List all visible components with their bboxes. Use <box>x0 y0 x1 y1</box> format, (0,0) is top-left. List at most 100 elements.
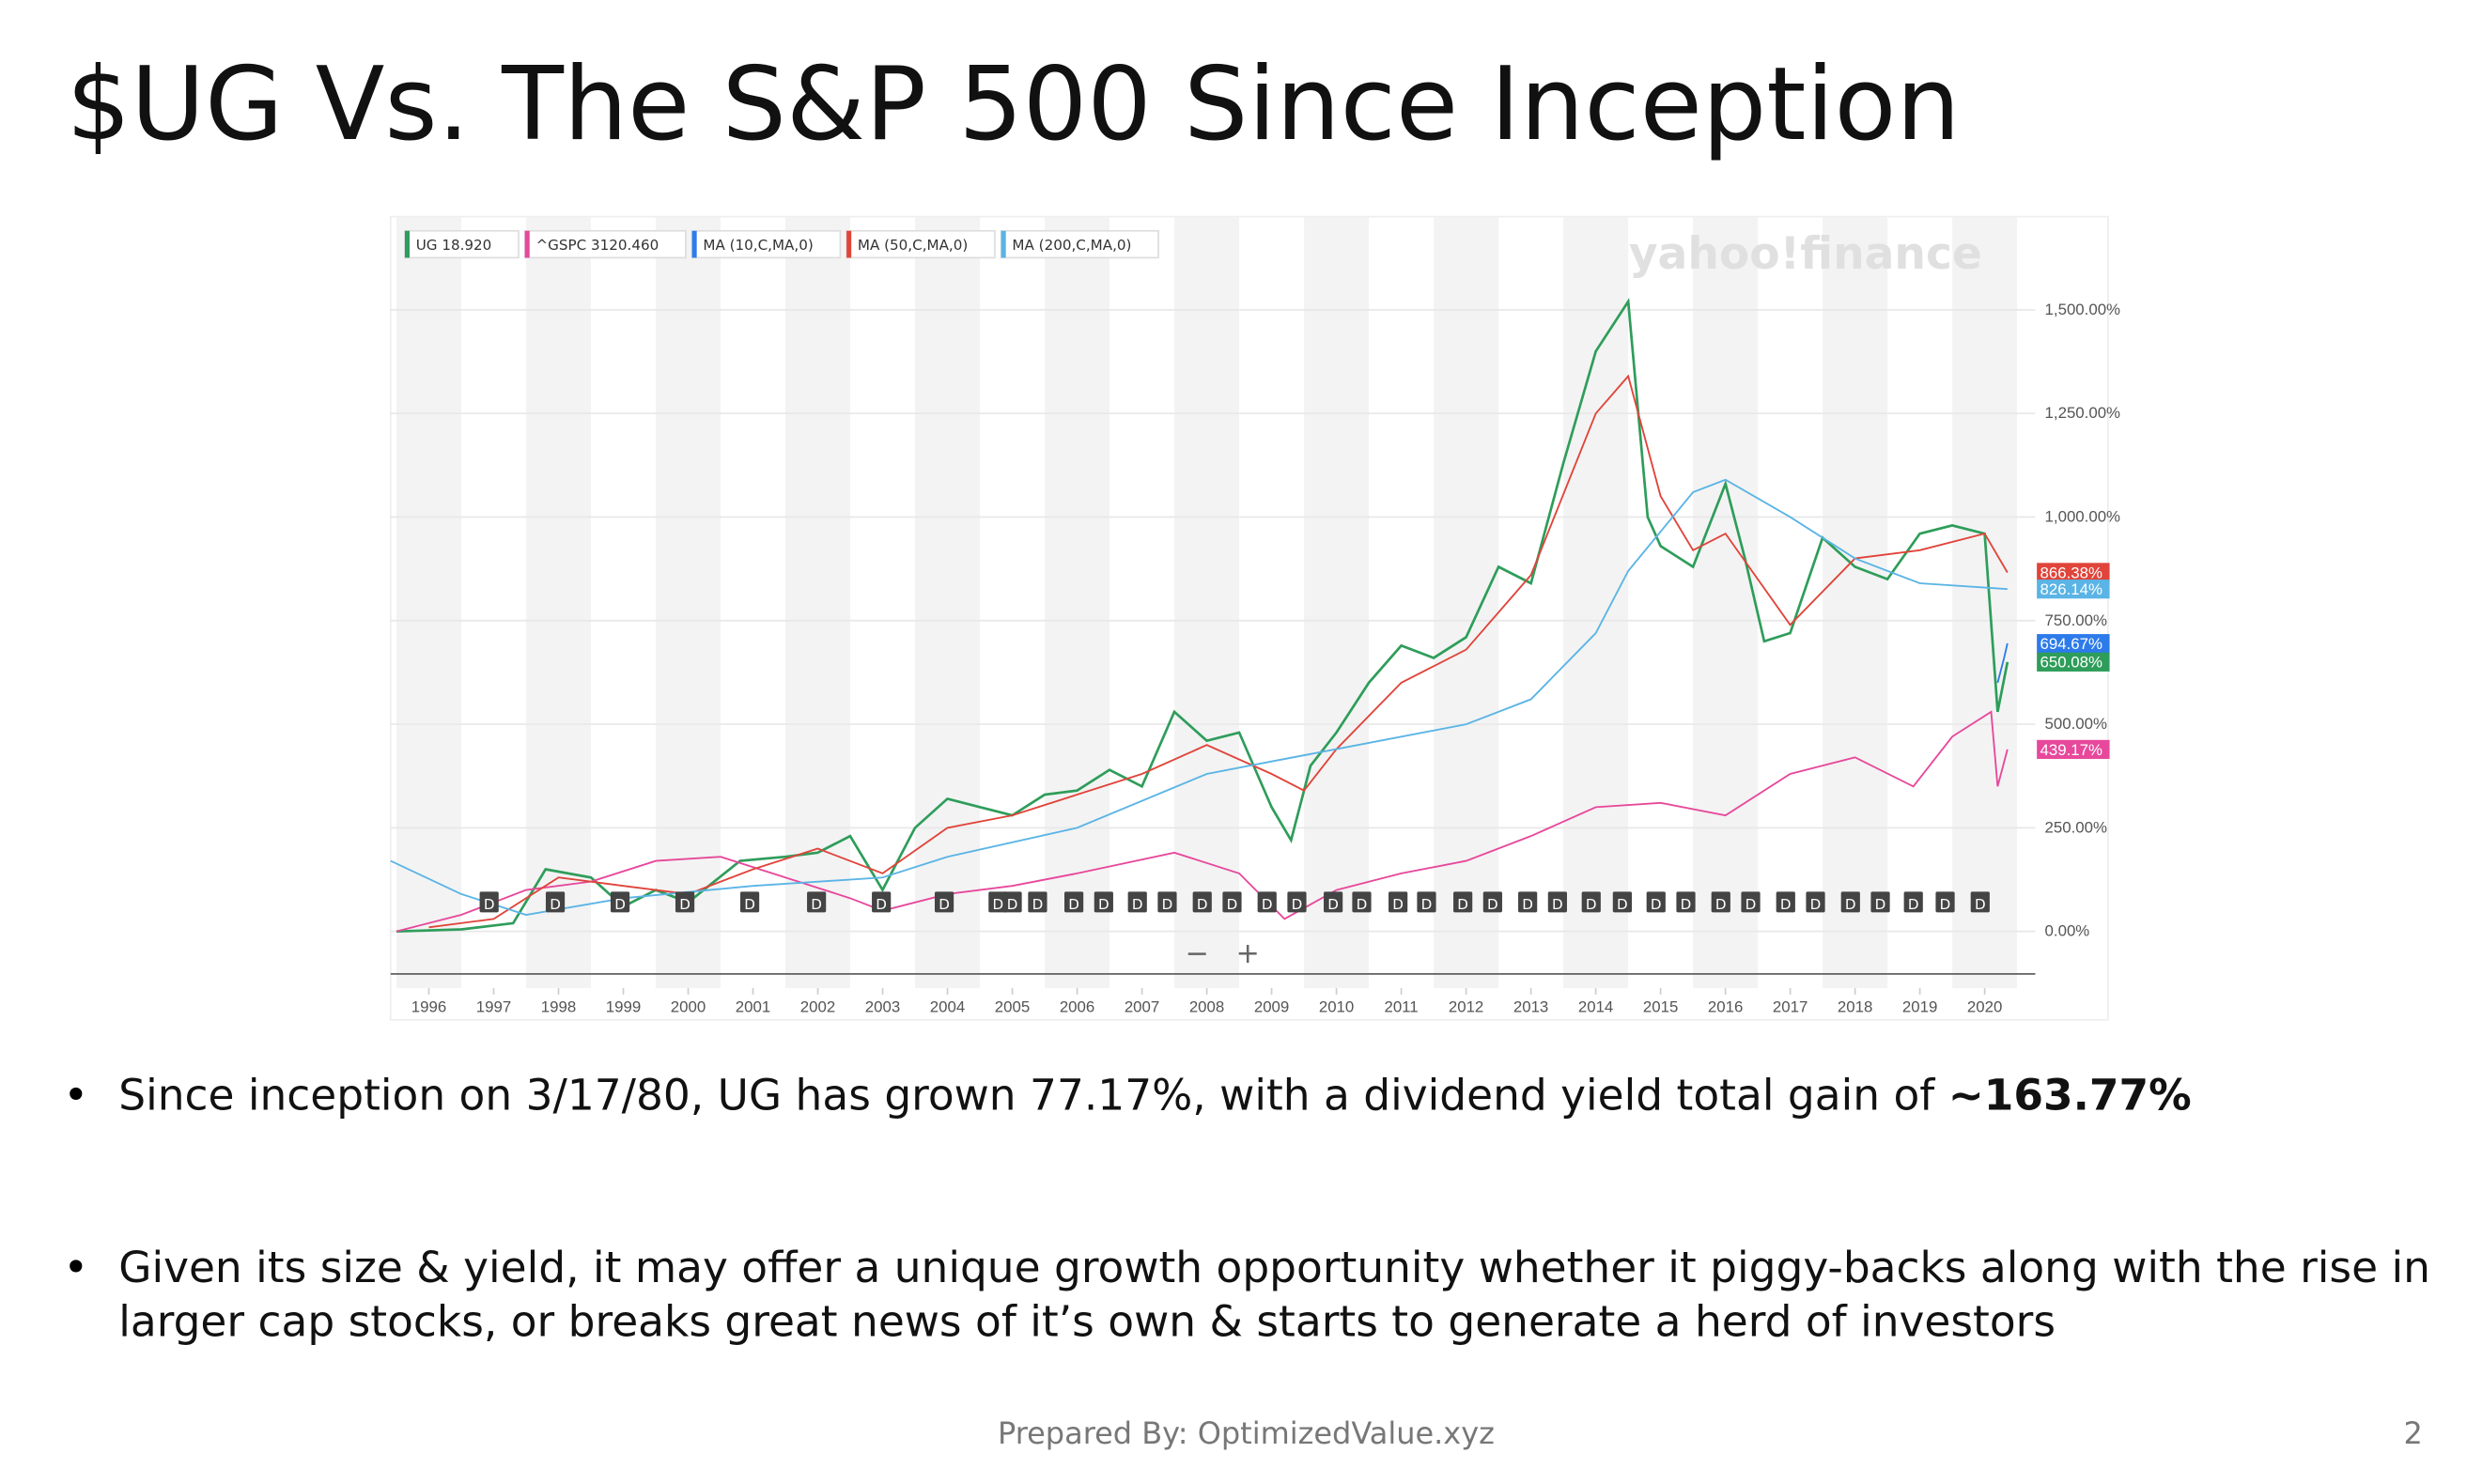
dividend-marker <box>1028 891 1047 913</box>
dividend-marker <box>545 891 566 913</box>
dividend-label: D <box>876 896 887 913</box>
y-tick-label: 1,250.00% <box>2045 404 2121 422</box>
year-band <box>1693 216 1759 989</box>
dividend-label: D <box>1007 896 1018 913</box>
dividend-marker <box>1547 891 1567 913</box>
dividend-marker <box>1970 891 1990 913</box>
x-tick-label: 2019 <box>1902 997 1937 1015</box>
dividend-label: D <box>1780 896 1792 913</box>
year-band <box>656 216 721 989</box>
end-label: 866.38% <box>2040 564 2102 581</box>
x-tick-label: 2017 <box>1773 997 1808 1015</box>
y-tick-label: 1,000.00% <box>2045 508 2121 526</box>
year-band <box>1434 216 1499 989</box>
dividend-marker <box>1324 891 1343 913</box>
dividend-label: D <box>1651 896 1662 913</box>
dividend-marker <box>1482 891 1502 913</box>
dividend-marker <box>1222 891 1242 913</box>
dividend-label: D <box>1327 896 1339 913</box>
bullet-symbol: • <box>63 1071 88 1121</box>
legend-swatch <box>524 230 530 258</box>
legend-chip <box>690 229 842 259</box>
y-tick-label: 0.00% <box>2045 922 2090 940</box>
x-tick-label: 2012 <box>1449 997 1483 1015</box>
x-tick-label: 1997 <box>476 997 511 1015</box>
x-tick-label: 1999 <box>606 997 641 1015</box>
x-tick-label: 2007 <box>1125 997 1159 1015</box>
dividend-label: D <box>679 896 690 913</box>
legend-swatch <box>846 230 852 258</box>
year-band <box>526 216 592 989</box>
x-tick-label: 2002 <box>800 997 835 1015</box>
x-tick-label: 1996 <box>411 997 446 1015</box>
dividend-label: D <box>939 896 950 913</box>
dividend-label: D <box>1875 896 1886 913</box>
chart: 1996 1997 1998 1999 2000 2001 2002 2003 2004 2005… <box>389 215 2121 1021</box>
legend-label: UG 18.920 <box>416 237 492 254</box>
dividend-marker <box>1776 891 1795 913</box>
dividend-marker <box>1840 891 1860 913</box>
series-line <box>396 710 2009 933</box>
slide-title: $UG Vs. The S&P 500 Since Inception <box>67 46 1961 163</box>
series-line <box>428 374 2009 929</box>
year-band <box>1174 216 1240 989</box>
bullet-symbol: • <box>63 1243 88 1292</box>
dividend-marker <box>872 891 892 913</box>
dividend-marker <box>1352 891 1372 913</box>
legend-label: MA (200,C,MA,0) <box>1012 237 1131 254</box>
zoom-control: − <box>1186 937 1209 970</box>
dividend-marker <box>1612 891 1632 913</box>
dividend-marker <box>1453 891 1473 913</box>
year-band <box>915 216 981 989</box>
dividend-marker <box>1157 891 1177 913</box>
dividend-marker <box>1094 891 1113 913</box>
x-tick-label: 2005 <box>995 997 1030 1015</box>
x-tick-label: 2016 <box>1708 997 1743 1015</box>
end-label: 650.08% <box>2040 654 2102 672</box>
dividend-label: D <box>1487 896 1498 913</box>
x-tick-label: 2003 <box>865 997 900 1015</box>
x-tick-label: 2009 <box>1254 997 1289 1015</box>
dividend-label: D <box>484 896 495 913</box>
dividend-marker <box>1389 891 1408 913</box>
bullet-line: larger cap stocks, or breaks great news … <box>118 1296 2056 1346</box>
legend-swatch <box>1001 230 1006 258</box>
end-label-box <box>2037 634 2110 654</box>
dividend-label: D <box>1746 896 1757 913</box>
x-tick-label: 2001 <box>736 997 770 1015</box>
dividend-label: D <box>1940 896 1951 913</box>
end-label: 439.17% <box>2040 741 2102 759</box>
legend-chip <box>523 229 687 259</box>
dividend-label: D <box>1457 896 1468 913</box>
footer: Prepared By: OptimizedValue.xyz <box>998 1415 1495 1451</box>
x-tick-label: 2015 <box>1643 997 1678 1015</box>
x-tick-label: 2006 <box>1060 997 1094 1015</box>
dividend-label: D <box>1197 896 1208 913</box>
dividend-label: D <box>1810 896 1822 913</box>
x-tick-label: 1998 <box>541 997 576 1015</box>
legend-label: MA (50,C,MA,0) <box>858 237 968 254</box>
dividend-marker <box>479 891 499 913</box>
dividend-marker <box>1806 891 1825 913</box>
dividend-marker <box>1518 891 1538 913</box>
dividend-label: D <box>1845 896 1856 913</box>
bullet-part: Since inception on 3/17/80, UG has grown… <box>118 1071 1947 1121</box>
legend-label: MA (10,C,MA,0) <box>703 237 813 254</box>
dividend-label: D <box>1227 896 1238 913</box>
dividend-label: D <box>1032 896 1044 913</box>
series-line <box>1996 642 2009 684</box>
zoom-control: + <box>1235 937 1259 970</box>
end-label-box <box>2037 580 2110 599</box>
page-number: 2 <box>2404 1415 2423 1451</box>
dividend-label: D <box>550 896 561 913</box>
dividend-marker <box>739 891 760 913</box>
x-tick-label: 2008 <box>1189 997 1224 1015</box>
series-line <box>396 298 2009 934</box>
x-tick-label: 2014 <box>1578 997 1613 1015</box>
year-band <box>1823 216 1888 989</box>
legend-swatch <box>691 230 697 258</box>
dividend-marker <box>1287 891 1307 913</box>
watermark: yahoo!finance <box>1629 228 1982 280</box>
bullet-line: Given its size & yield, it may offer a u… <box>118 1243 2430 1292</box>
